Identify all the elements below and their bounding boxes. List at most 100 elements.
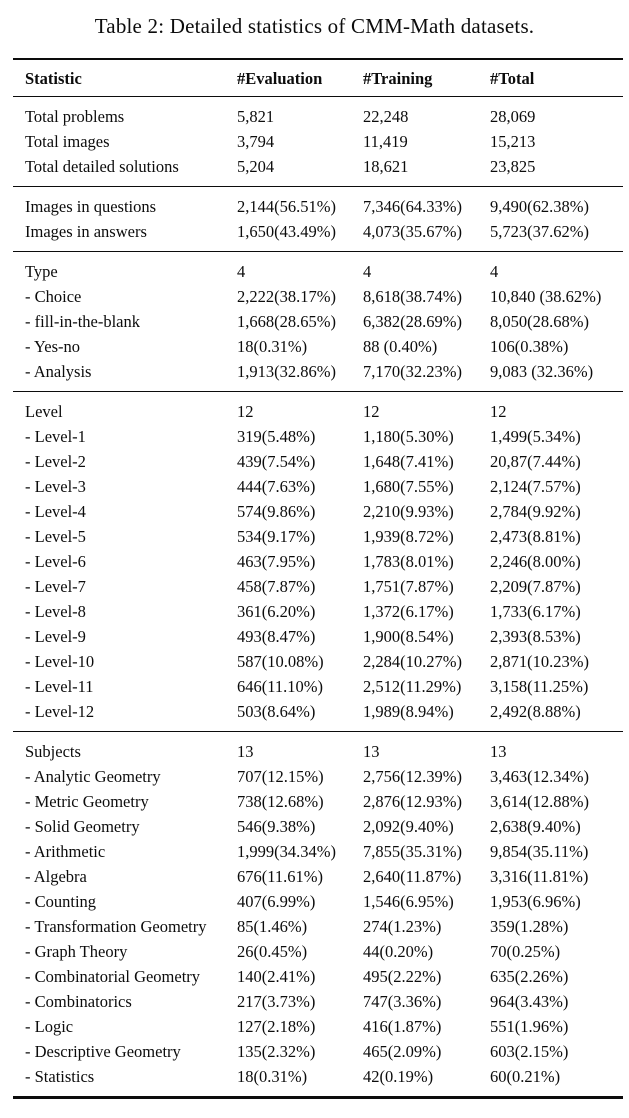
row-label: - Level-4: [25, 502, 86, 521]
row-label: - Level-6: [25, 552, 86, 571]
row-label: - Level-10: [25, 652, 95, 671]
cell-value: 5,821: [237, 107, 275, 126]
cell-value: 738(12.68%): [237, 792, 324, 811]
table-row: - Analytic Geometry 707(12.15%) 2,756(12.3…: [13, 764, 623, 789]
cell-value: 1,180(5.30%): [363, 427, 454, 446]
table-section-subjects: Subjects 13 13 13 - Analytic Geometry 707(12.…: [13, 732, 623, 1096]
table-row: Total detailed solutions 5,204 18,621 23,82…: [13, 154, 623, 179]
cell-value: 22,248: [363, 107, 409, 126]
table-row: - Level-11 646(11.10%) 2,512(11.29%) 3,158(…: [13, 674, 623, 699]
cell-value: 747(3.36%): [363, 992, 442, 1011]
cell-value: 15,213: [490, 132, 536, 151]
row-label: - Metric Geometry: [25, 792, 149, 811]
cell-value: 8,618(38.74%): [363, 287, 462, 306]
cell-value: 551(1.96%): [490, 1017, 569, 1036]
table-row: - Statistics 18(0.31%) 42(0.19%) 60(0.21%): [13, 1064, 623, 1089]
cell-value: 319(5.48%): [237, 427, 316, 446]
cell-value: 127(2.18%): [237, 1017, 316, 1036]
row-label: - Level-12: [25, 702, 95, 721]
table-row: - Logic 127(2.18%) 416(1.87%) 551(1.96%): [13, 1014, 623, 1039]
row-label: - Transformation Geometry: [25, 917, 207, 936]
table-row: Total problems 5,821 22,248 28,069: [13, 104, 623, 129]
row-label: Total problems: [25, 107, 125, 126]
cell-value: 88 (0.40%): [363, 337, 438, 356]
table-row: - Level-8 361(6.20%) 1,372(6.17%) 1,733(6.1…: [13, 599, 623, 624]
row-label: - Level-9: [25, 627, 86, 646]
row-label: - Combinatorics: [25, 992, 132, 1011]
cell-value: 2,246(8.00%): [490, 552, 581, 571]
table-section-type: Type 4 4 4 - Choice 2,222(38.17%) 8,618(38.74%…: [13, 252, 623, 392]
cell-value: 7,170(32.23%): [363, 362, 462, 381]
cell-value: 493(8.47%): [237, 627, 316, 646]
cell-value: 1,546(6.95%): [363, 892, 454, 911]
cell-value: 2,124(7.57%): [490, 477, 581, 496]
cell-value: 1,650(43.49%): [237, 222, 336, 241]
row-label: - Combinatorial Geometry: [25, 967, 201, 986]
row-label: - Level-7: [25, 577, 86, 596]
table-header-row: Statistic #Evaluation #Training #Total: [13, 60, 623, 97]
cell-value: 1,733(6.17%): [490, 602, 581, 621]
cell-value: 11,419: [363, 132, 408, 151]
cell-value: 416(1.87%): [363, 1017, 442, 1036]
cell-value: 1,900(8.54%): [363, 627, 454, 646]
cell-value: 2,393(8.53%): [490, 627, 581, 646]
cell-value: 495(2.22%): [363, 967, 442, 986]
row-label: Images in questions: [25, 197, 157, 216]
cell-value: 26(0.45%): [237, 942, 308, 961]
cell-value: 676(11.61%): [237, 867, 323, 886]
cell-value: 2,784(9.92%): [490, 502, 581, 521]
cell-value: 587(10.08%): [237, 652, 324, 671]
row-label: - Level-3: [25, 477, 86, 496]
table-row: - Arithmetic 1,999(34.34%) 7,855(35.31%) 9,…: [13, 839, 623, 864]
cell-value: 2,144(56.51%): [237, 197, 336, 216]
cell-value: 13: [237, 742, 254, 761]
cell-value: 3,158(11.25%): [490, 677, 589, 696]
cell-value: 9,490(62.38%): [490, 197, 589, 216]
table-caption: Table 2: Detailed statistics of CMM-Math…: [94, 14, 535, 38]
table-row: - Combinatorial Geometry 140(2.41%) 495(2.…: [13, 964, 623, 989]
table-row: - Algebra 676(11.61%) 2,640(11.87%) 3,316(1…: [13, 864, 623, 889]
row-label: - Descriptive Geometry: [25, 1042, 181, 1061]
row-label: - Graph Theory: [25, 942, 128, 961]
table-row: Total images 3,794 11,419 15,213: [13, 129, 623, 154]
cell-value: 6,382(28.69%): [363, 312, 462, 331]
row-label: Total detailed solutions: [25, 157, 179, 176]
cell-value: 20,87(7.44%): [490, 452, 581, 471]
cell-value: 1,999(34.34%): [237, 842, 336, 861]
cell-value: 407(6.99%): [237, 892, 316, 911]
cell-value: 2,222(38.17%): [237, 287, 336, 306]
table-row: - Level-6 463(7.95%) 1,783(8.01%) 2,246(8.0…: [13, 549, 623, 574]
column-header: Statistic: [25, 68, 82, 88]
row-label: - Level-8: [25, 602, 86, 621]
cell-value: 12: [237, 402, 254, 421]
row-label: - Algebra: [25, 867, 87, 886]
cell-value: 574(9.86%): [237, 502, 316, 521]
cell-value: 85(1.46%): [237, 917, 308, 936]
cell-value: 18,621: [363, 157, 409, 176]
cell-value: 1,499(5.34%): [490, 427, 581, 446]
table-row: - Level-12 503(8.64%) 1,989(8.94%) 2,492(8.…: [13, 699, 623, 724]
row-label: - Solid Geometry: [25, 817, 140, 836]
cell-value: 463(7.95%): [237, 552, 316, 571]
table-row: - Combinatorics 217(3.73%) 747(3.36%) 964(3…: [13, 989, 623, 1014]
row-label: - Statistics: [25, 1067, 95, 1086]
cell-value: 13: [490, 742, 507, 761]
cell-value: 7,855(35.31%): [363, 842, 462, 861]
cell-value: 2,638(9.40%): [490, 817, 581, 836]
row-label: - Level-2: [25, 452, 86, 471]
cell-value: 2,284(10.27%): [363, 652, 462, 671]
cell-value: 140(2.41%): [237, 967, 316, 986]
table-row: Type 4 4 4: [13, 259, 623, 284]
column-header: #Total: [490, 68, 535, 88]
cell-value: 4: [237, 262, 246, 281]
cell-value: 2,640(11.87%): [363, 867, 462, 886]
cell-value: 2,756(12.39%): [363, 767, 462, 786]
row-label: - Yes-no: [25, 337, 81, 356]
cell-value: 4,073(35.67%): [363, 222, 462, 241]
cell-value: 12: [363, 402, 380, 421]
cell-value: 359(1.28%): [490, 917, 569, 936]
row-label: - fill-in-the-blank: [25, 312, 141, 331]
cell-value: 18(0.31%): [237, 337, 308, 356]
table-row: - fill-in-the-blank 1,668(28.65%) 6,382(28…: [13, 309, 623, 334]
